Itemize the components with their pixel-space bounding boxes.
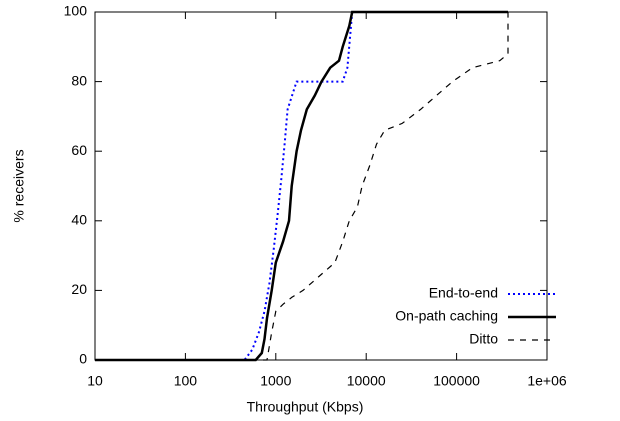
y-tick-label: 80 bbox=[71, 72, 87, 88]
x-tick-label: 100000 bbox=[433, 373, 480, 389]
x-tick-label: 1e+06 bbox=[527, 373, 567, 389]
y-tick-label: 20 bbox=[71, 281, 87, 297]
x-axis-label: Throughput (Kbps) bbox=[247, 399, 364, 415]
legend-label: End-to-end bbox=[429, 285, 498, 301]
y-tick-label: 60 bbox=[71, 142, 87, 158]
y-tick-label: 0 bbox=[79, 351, 87, 367]
y-tick-label: 100 bbox=[64, 3, 88, 19]
x-tick-label: 10 bbox=[87, 373, 103, 389]
x-tick-label: 100 bbox=[174, 373, 198, 389]
x-tick-label: 10000 bbox=[347, 373, 386, 389]
y-axis-label: % receivers bbox=[11, 149, 27, 222]
y-tick-label: 40 bbox=[71, 212, 87, 228]
series-line bbox=[95, 12, 509, 361]
legend-label: Ditto bbox=[469, 331, 498, 347]
series-line bbox=[95, 10, 508, 362]
series-line bbox=[95, 11, 508, 361]
x-tick-label: 1000 bbox=[260, 373, 291, 389]
plot-frame bbox=[94, 11, 548, 361]
legend-label: On-path caching bbox=[395, 308, 498, 324]
